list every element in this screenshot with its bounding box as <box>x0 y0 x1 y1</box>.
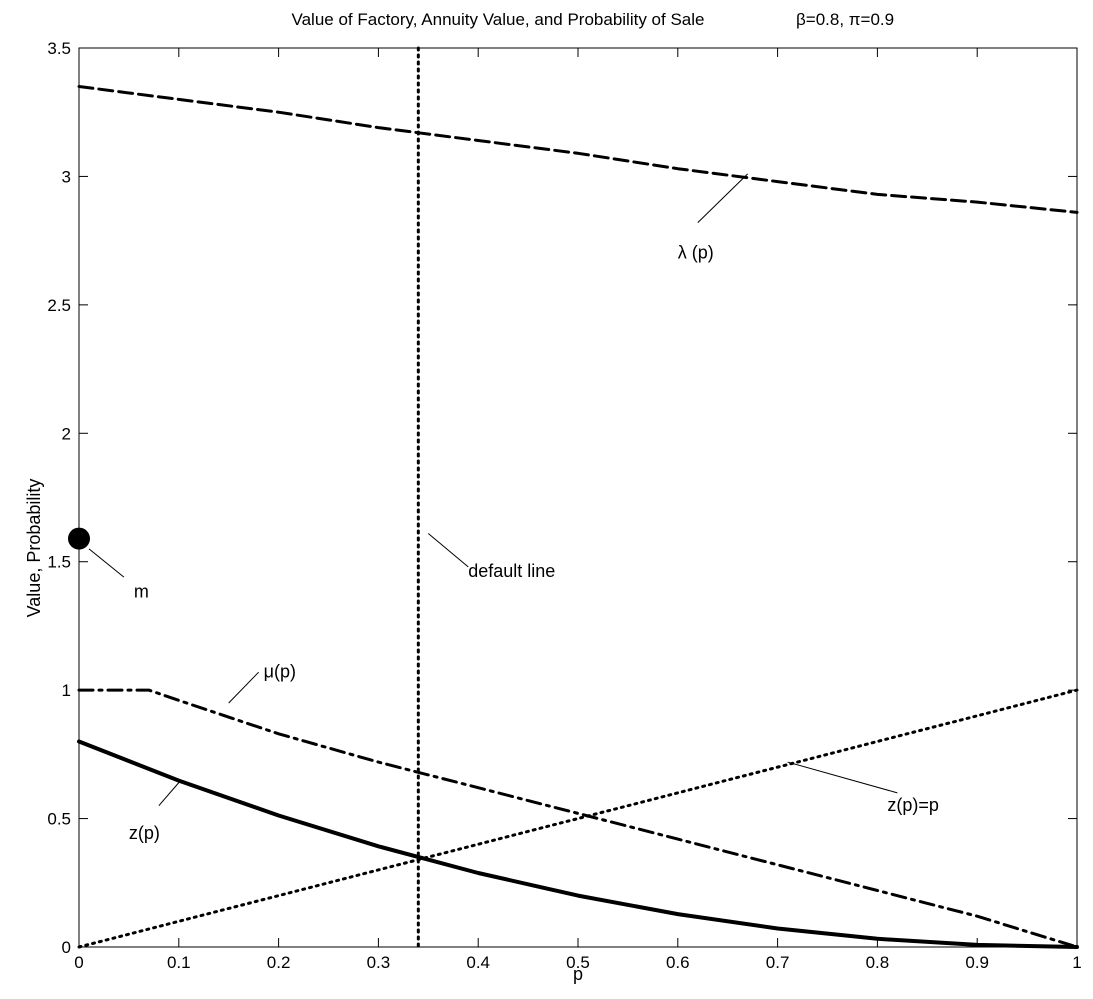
y-tick-label: 3.5 <box>47 39 71 58</box>
series-solid-line <box>77 739 1079 949</box>
x-tick-label: 0.5 <box>566 953 590 972</box>
annotation-label: z(p)=p <box>887 795 939 815</box>
annotation-leader <box>697 173 749 224</box>
y-tick-label: 2 <box>62 424 71 443</box>
y-tick-label: 2.5 <box>47 296 71 315</box>
x-tick-label: 1 <box>1072 953 1081 972</box>
x-axis-label: p <box>573 964 583 984</box>
annotation-leader <box>88 548 125 578</box>
y-tick-label: 0.5 <box>47 810 71 829</box>
annotation-leader <box>787 761 898 794</box>
annotation-leader <box>228 671 259 704</box>
chart-title: Value of Factory, Annuity Value, and Pro… <box>292 10 705 29</box>
x-tick-label: 0.6 <box>666 953 690 972</box>
series-layer <box>68 46 1079 949</box>
y-tick-label: 0 <box>62 938 71 957</box>
x-tick-label: 0.8 <box>866 953 890 972</box>
x-tick-label: 0.3 <box>367 953 391 972</box>
annotation-layer: λ (p) default line m μ(p) z(p)=p z(p) <box>88 173 939 843</box>
series-dashdot-line <box>77 688 1079 949</box>
annotation-leader <box>427 533 469 568</box>
annotation-label: μ(p) <box>264 661 296 681</box>
y-axis-label: Value, Probability <box>24 479 44 618</box>
axes: 0 0.1 0.2 0.3 0.4 0.5 0.6 0.7 0.8 0.9 1 0 0.5 1 1.5 2 2.… <box>47 39 1081 972</box>
x-tick-label: 0.2 <box>267 953 291 972</box>
y-tick-label: 1.5 <box>47 553 71 572</box>
x-tick-label: 0.4 <box>466 953 490 972</box>
annotation-label: λ (p) <box>678 243 714 263</box>
y-tick-label: 3 <box>62 167 71 186</box>
point-m-marker <box>68 527 90 550</box>
x-tick-label: 0 <box>74 953 83 972</box>
annotation-label: m <box>134 582 149 602</box>
chart-title-params: β=0.8, π=0.9 <box>796 10 894 29</box>
x-tick-label: 0.7 <box>766 953 790 972</box>
y-tick-label: 1 <box>62 681 71 700</box>
x-tick-label: 0.1 <box>167 953 191 972</box>
series-dashed-line <box>77 85 1079 214</box>
annotation-label: z(p) <box>129 823 160 843</box>
x-tick-label: 0.9 <box>965 953 989 972</box>
annotation-leader <box>158 782 180 807</box>
annotation-label: default line <box>468 561 555 581</box>
